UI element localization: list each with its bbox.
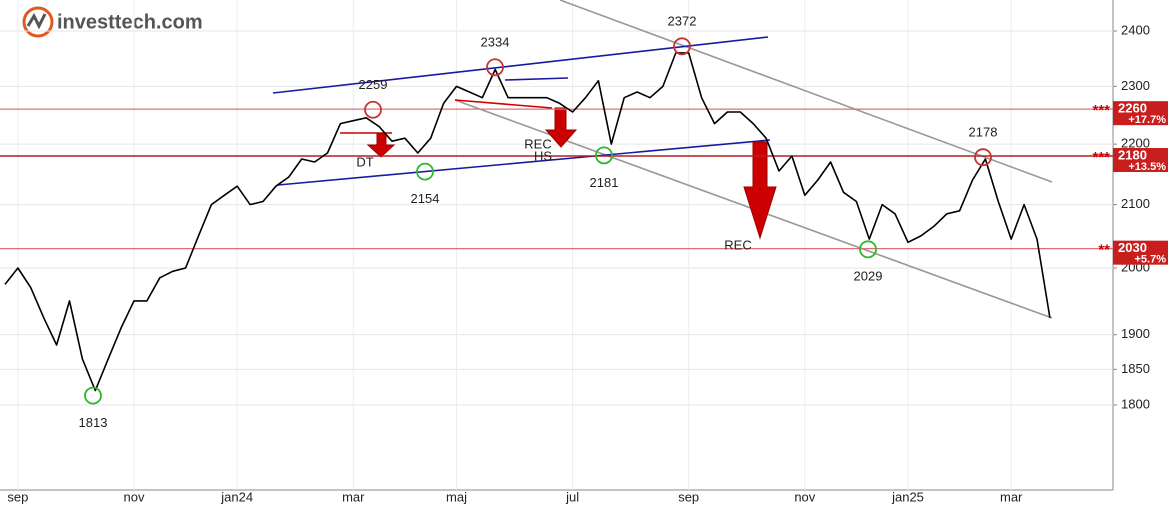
grid <box>0 0 1113 490</box>
point-label: 2334 <box>481 35 510 50</box>
extreme-circle <box>84 386 102 405</box>
logo-icon <box>22 6 54 38</box>
point-label: 2372 <box>668 14 697 29</box>
logo-text: investtech.com <box>57 11 203 33</box>
trend-line <box>504 77 569 81</box>
trend-line <box>559 0 1053 183</box>
y-tick-label: 1800 <box>1121 396 1150 411</box>
signal-label: DT <box>356 154 373 169</box>
signal-label: HS <box>534 148 552 163</box>
logo: investtech.com <box>22 6 203 38</box>
level-box <box>1113 148 1168 173</box>
signal-label: REC <box>724 237 751 252</box>
x-tick-label: jul <box>565 489 579 504</box>
signal-arrow <box>366 132 396 158</box>
level-value: 2260 <box>1118 101 1147 116</box>
level-change: +17.7% <box>1128 114 1166 126</box>
trend-lines <box>272 0 1053 319</box>
point-label: 2154 <box>411 191 440 206</box>
x-tick-label: jan24 <box>220 489 253 504</box>
x-tick-label: jan25 <box>891 489 924 504</box>
y-tick-label: 2200 <box>1121 136 1150 151</box>
y-tick-label: 1900 <box>1121 326 1150 341</box>
y-tick-label: 2300 <box>1121 78 1150 93</box>
extreme-circle <box>859 240 877 259</box>
y-tick-label: 2400 <box>1121 22 1150 37</box>
price-line <box>4 52 1051 392</box>
level-value: 2180 <box>1118 147 1147 162</box>
signal-arrow <box>743 141 777 240</box>
extreme-circle <box>595 146 613 165</box>
signal-label: REC <box>524 136 551 151</box>
point-label: 2181 <box>590 175 619 190</box>
extreme-circle <box>364 100 382 119</box>
x-tick-label: nov <box>124 489 145 504</box>
extreme-circle <box>486 58 504 77</box>
neckline <box>454 99 553 109</box>
level-change: +5.7% <box>1135 254 1167 266</box>
point-label: 2259 <box>359 77 388 92</box>
level-box <box>1113 240 1168 265</box>
x-tick-label: sep <box>7 489 28 504</box>
trend-line <box>272 36 769 94</box>
x-tick-label: mar <box>342 489 365 504</box>
extreme-circle <box>673 37 691 56</box>
point-label: 2178 <box>969 125 998 140</box>
extreme-circle <box>416 162 434 181</box>
signal-arrow <box>544 107 578 148</box>
x-tick-label: nov <box>794 489 815 504</box>
level-stars: ** <box>1098 242 1110 259</box>
trend-line <box>277 139 771 186</box>
y-tick-label: 1850 <box>1121 361 1150 376</box>
level-value: 2030 <box>1118 240 1147 255</box>
level-stars: *** <box>1092 102 1110 119</box>
point-label: 2029 <box>854 269 883 284</box>
x-tick-label: mar <box>1000 489 1023 504</box>
extreme-circle <box>974 148 992 167</box>
point-label: 1813 <box>79 415 108 430</box>
plot <box>0 52 1113 392</box>
level-box <box>1113 101 1168 126</box>
arrows <box>366 107 777 240</box>
x-tick-label: sep <box>678 489 699 504</box>
level-change: +13.5% <box>1128 161 1166 173</box>
x-tick-label: maj <box>446 489 467 504</box>
y-tick-label: 2100 <box>1121 196 1150 211</box>
logo-icon-line <box>26 12 47 30</box>
level-stars: *** <box>1092 149 1110 166</box>
